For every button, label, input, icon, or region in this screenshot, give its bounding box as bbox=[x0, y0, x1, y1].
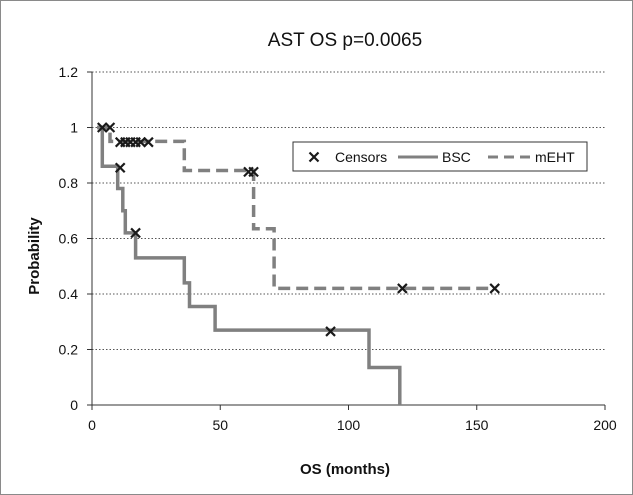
y-axis-label: Probability bbox=[26, 217, 43, 295]
x-tick-labels: 0 50 100 150 200 bbox=[88, 417, 617, 433]
gridlines bbox=[92, 71, 605, 350]
x-tick-label-50: 50 bbox=[212, 417, 228, 433]
censor-marker bbox=[489, 283, 500, 294]
y-tick-label-0-2: 0.2 bbox=[59, 342, 79, 358]
y-tick-label-1-2: 1.2 bbox=[59, 64, 79, 80]
x-tick-label-150: 150 bbox=[465, 417, 489, 433]
y-tick-label-0-6: 0.6 bbox=[59, 231, 79, 247]
legend: Censors BSC mEHT bbox=[292, 141, 588, 172]
censor-marker bbox=[135, 136, 147, 148]
axes bbox=[87, 71, 606, 410]
censor-marker bbox=[130, 227, 141, 239]
legend-label-censors: Censors bbox=[335, 149, 387, 165]
legend-box bbox=[292, 141, 588, 172]
y-tick-labels: 0 0.2 0.4 0.6 0.8 1 1.2 bbox=[59, 64, 79, 413]
y-tick-label-0-4: 0.4 bbox=[59, 286, 79, 302]
legend-label-meht: mEHT bbox=[535, 149, 575, 165]
censor-marker bbox=[114, 162, 126, 174]
series-layer bbox=[97, 125, 495, 405]
x-tick-label-100: 100 bbox=[337, 417, 361, 433]
legend-censor-glyph bbox=[308, 151, 320, 163]
censor-marker bbox=[397, 283, 408, 294]
y-tick-label-0: 0 bbox=[70, 397, 78, 413]
legend-censor-marker bbox=[308, 151, 320, 163]
censor-marker bbox=[325, 326, 336, 337]
censor-marker bbox=[96, 122, 108, 133]
y-tick-label-1: 1 bbox=[70, 120, 78, 136]
legend-label-bsc: BSC bbox=[442, 149, 471, 165]
x-tick-label-200: 200 bbox=[593, 417, 617, 433]
censor-marker bbox=[248, 166, 259, 178]
series-line-bsc bbox=[97, 125, 402, 405]
x-tick-label-0: 0 bbox=[88, 417, 96, 433]
x-axis-label: OS (months) bbox=[300, 461, 390, 478]
series-line-meht bbox=[97, 125, 495, 291]
censor-marker bbox=[143, 136, 154, 148]
y-tick-label-0-8: 0.8 bbox=[59, 175, 79, 191]
chart-title: AST OS p=0.0065 bbox=[268, 30, 422, 51]
censor-marker bbox=[104, 122, 116, 133]
censor-markers bbox=[96, 122, 500, 337]
